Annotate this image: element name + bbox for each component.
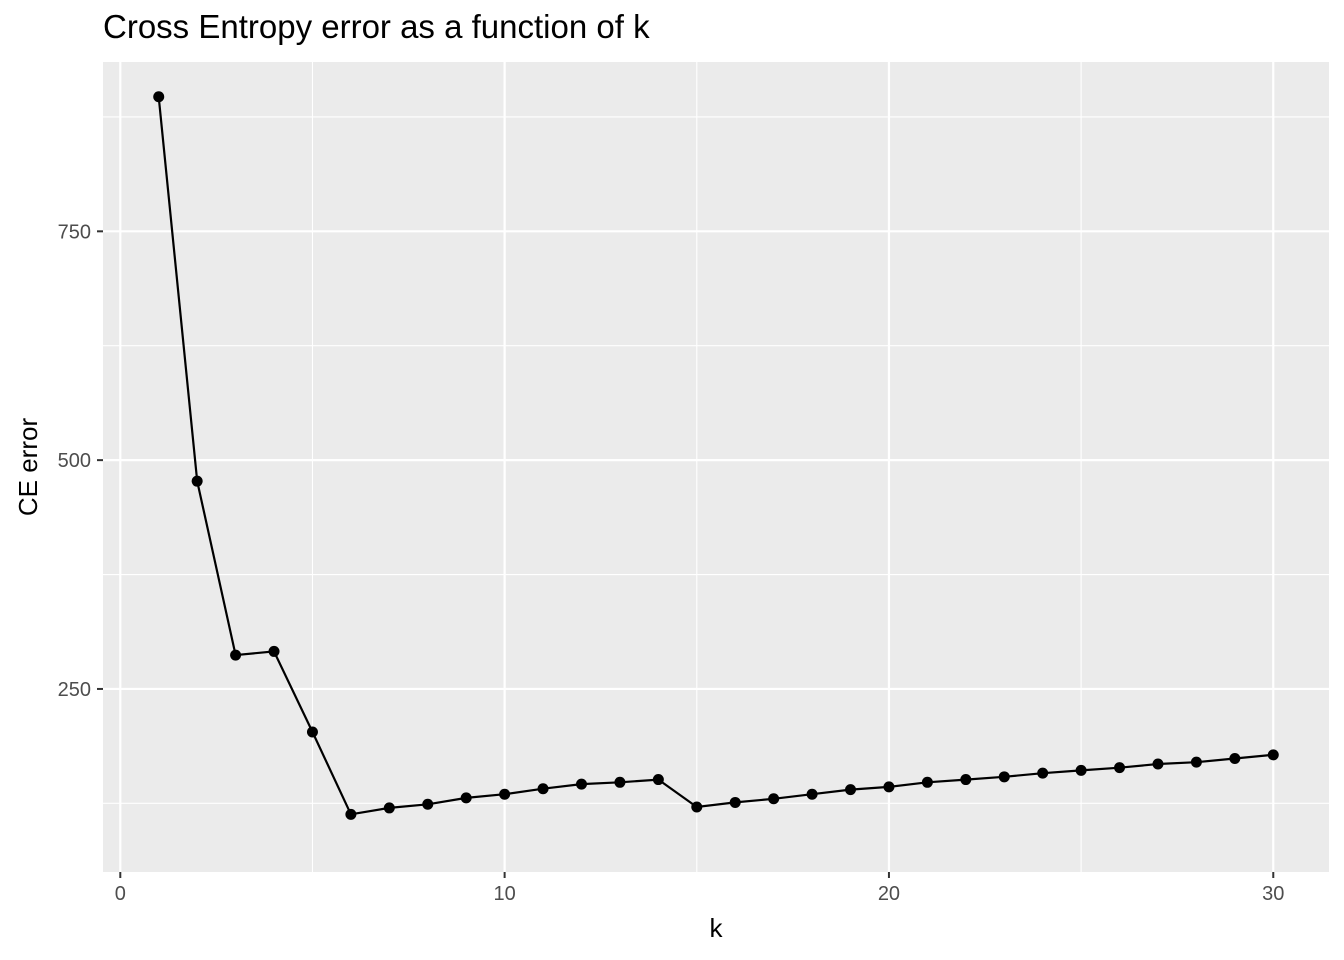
y-axis-title: CE error [13, 418, 43, 517]
data-point [1152, 758, 1164, 770]
data-point [383, 802, 395, 814]
data-point [691, 801, 703, 813]
data-point [1190, 756, 1202, 768]
x-tick-label: 30 [1262, 883, 1284, 905]
data-point [806, 788, 818, 800]
data-point [845, 784, 857, 796]
data-point [652, 774, 664, 786]
y-tick-label: 750 [58, 221, 91, 243]
data-point [422, 798, 434, 810]
x-tick-label: 20 [878, 883, 900, 905]
major-gridlines [103, 62, 1329, 872]
data-point [960, 774, 972, 786]
series-line [157, 96, 1274, 816]
data-point [883, 781, 895, 793]
data-point [345, 808, 357, 820]
minor-gridlines [103, 62, 1329, 872]
y-tick-label: 250 [58, 679, 91, 701]
data-point [153, 91, 165, 103]
data-point [1229, 753, 1241, 765]
data-point [537, 783, 549, 795]
axis-ticks [97, 230, 1275, 878]
data-point [614, 776, 626, 788]
data-point [191, 475, 203, 487]
chart-title: Cross Entropy error as a function of k [103, 8, 650, 45]
data-point [768, 793, 780, 805]
x-tick-label: 10 [493, 883, 515, 905]
x-tick-label: 0 [115, 883, 126, 905]
data-point [306, 726, 318, 738]
data-point [268, 645, 280, 657]
data-point [1075, 764, 1087, 776]
data-point [1114, 762, 1126, 774]
x-axis-title: k [710, 913, 724, 943]
data-point [460, 792, 472, 804]
tick-labels: 0 10 20 30 250 500 750 [58, 221, 1285, 905]
data-point [1267, 749, 1279, 761]
data-point [729, 796, 741, 808]
data-point [998, 771, 1010, 783]
data-point [921, 776, 933, 788]
data-point [230, 649, 242, 661]
data-point [499, 788, 511, 800]
data-point [1037, 767, 1049, 779]
data-point [575, 778, 587, 790]
y-tick-label: 500 [58, 450, 91, 472]
plot-panel [103, 62, 1329, 872]
data-points [153, 91, 1279, 820]
